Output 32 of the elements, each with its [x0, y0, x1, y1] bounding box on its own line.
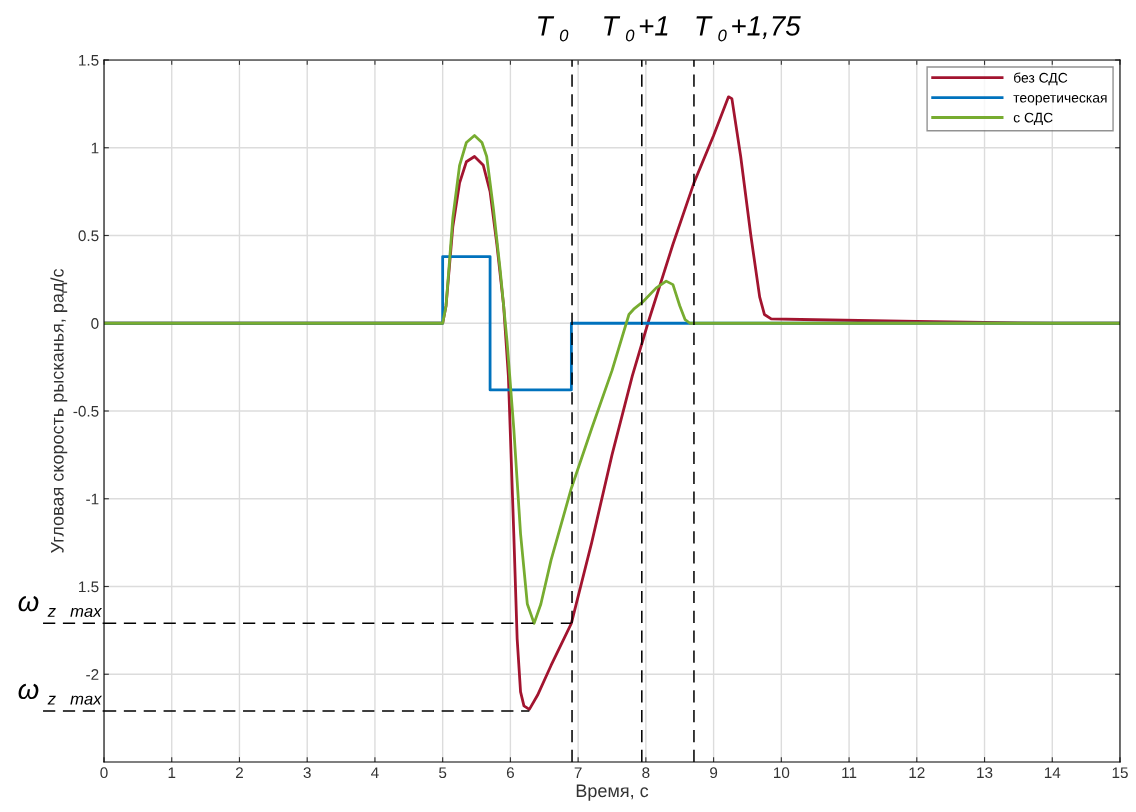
y-tick-label: 1.5 [79, 581, 99, 593]
y-tick-label: 0.5 [78, 230, 99, 242]
x-tick-label: 11 [842, 767, 857, 778]
x-tick-label: 4 [371, 767, 379, 778]
legend-label: без СДС [1014, 72, 1068, 86]
y-tick-label: 0 [91, 318, 99, 329]
y-tick-label: -1 [86, 493, 99, 505]
y-tick-label: -0.5 [73, 405, 99, 417]
x-tick-label: 7 [574, 767, 582, 778]
x-tick-label: 12 [909, 767, 925, 778]
ref-line-label: ωz max [18, 683, 103, 705]
x-tick-label: 13 [977, 767, 993, 779]
x-tick-label: 3 [303, 767, 311, 779]
x-tick-label: 9 [710, 767, 718, 779]
x-tick-label: 15 [1112, 767, 1128, 779]
y-tick-label: 1.5 [79, 55, 99, 66]
y-tick-label: -2 [86, 669, 99, 680]
x-tick-label: 0 [100, 767, 108, 779]
x-tick-label: 5 [439, 767, 447, 779]
x-tick-label: 1 [168, 767, 176, 778]
legend-label: с СДС [1013, 112, 1053, 126]
x-tick-label: 10 [774, 767, 790, 779]
x-tick-label: 6 [506, 767, 514, 779]
ref-line-label: ωz max [18, 596, 103, 618]
y-tick-label: 1 [91, 142, 99, 154]
legend-label: теоретическая [1013, 94, 1107, 106]
ref-line-label: T0 [538, 16, 569, 42]
y-axis-title: Угловая скорость рысканья, рад/с [50, 268, 68, 554]
x-tick-label: 2 [235, 767, 243, 778]
x-axis-title: Время, с [576, 784, 649, 801]
x-tick-label: 14 [1044, 767, 1061, 778]
x-tick-label: 8 [642, 767, 650, 779]
